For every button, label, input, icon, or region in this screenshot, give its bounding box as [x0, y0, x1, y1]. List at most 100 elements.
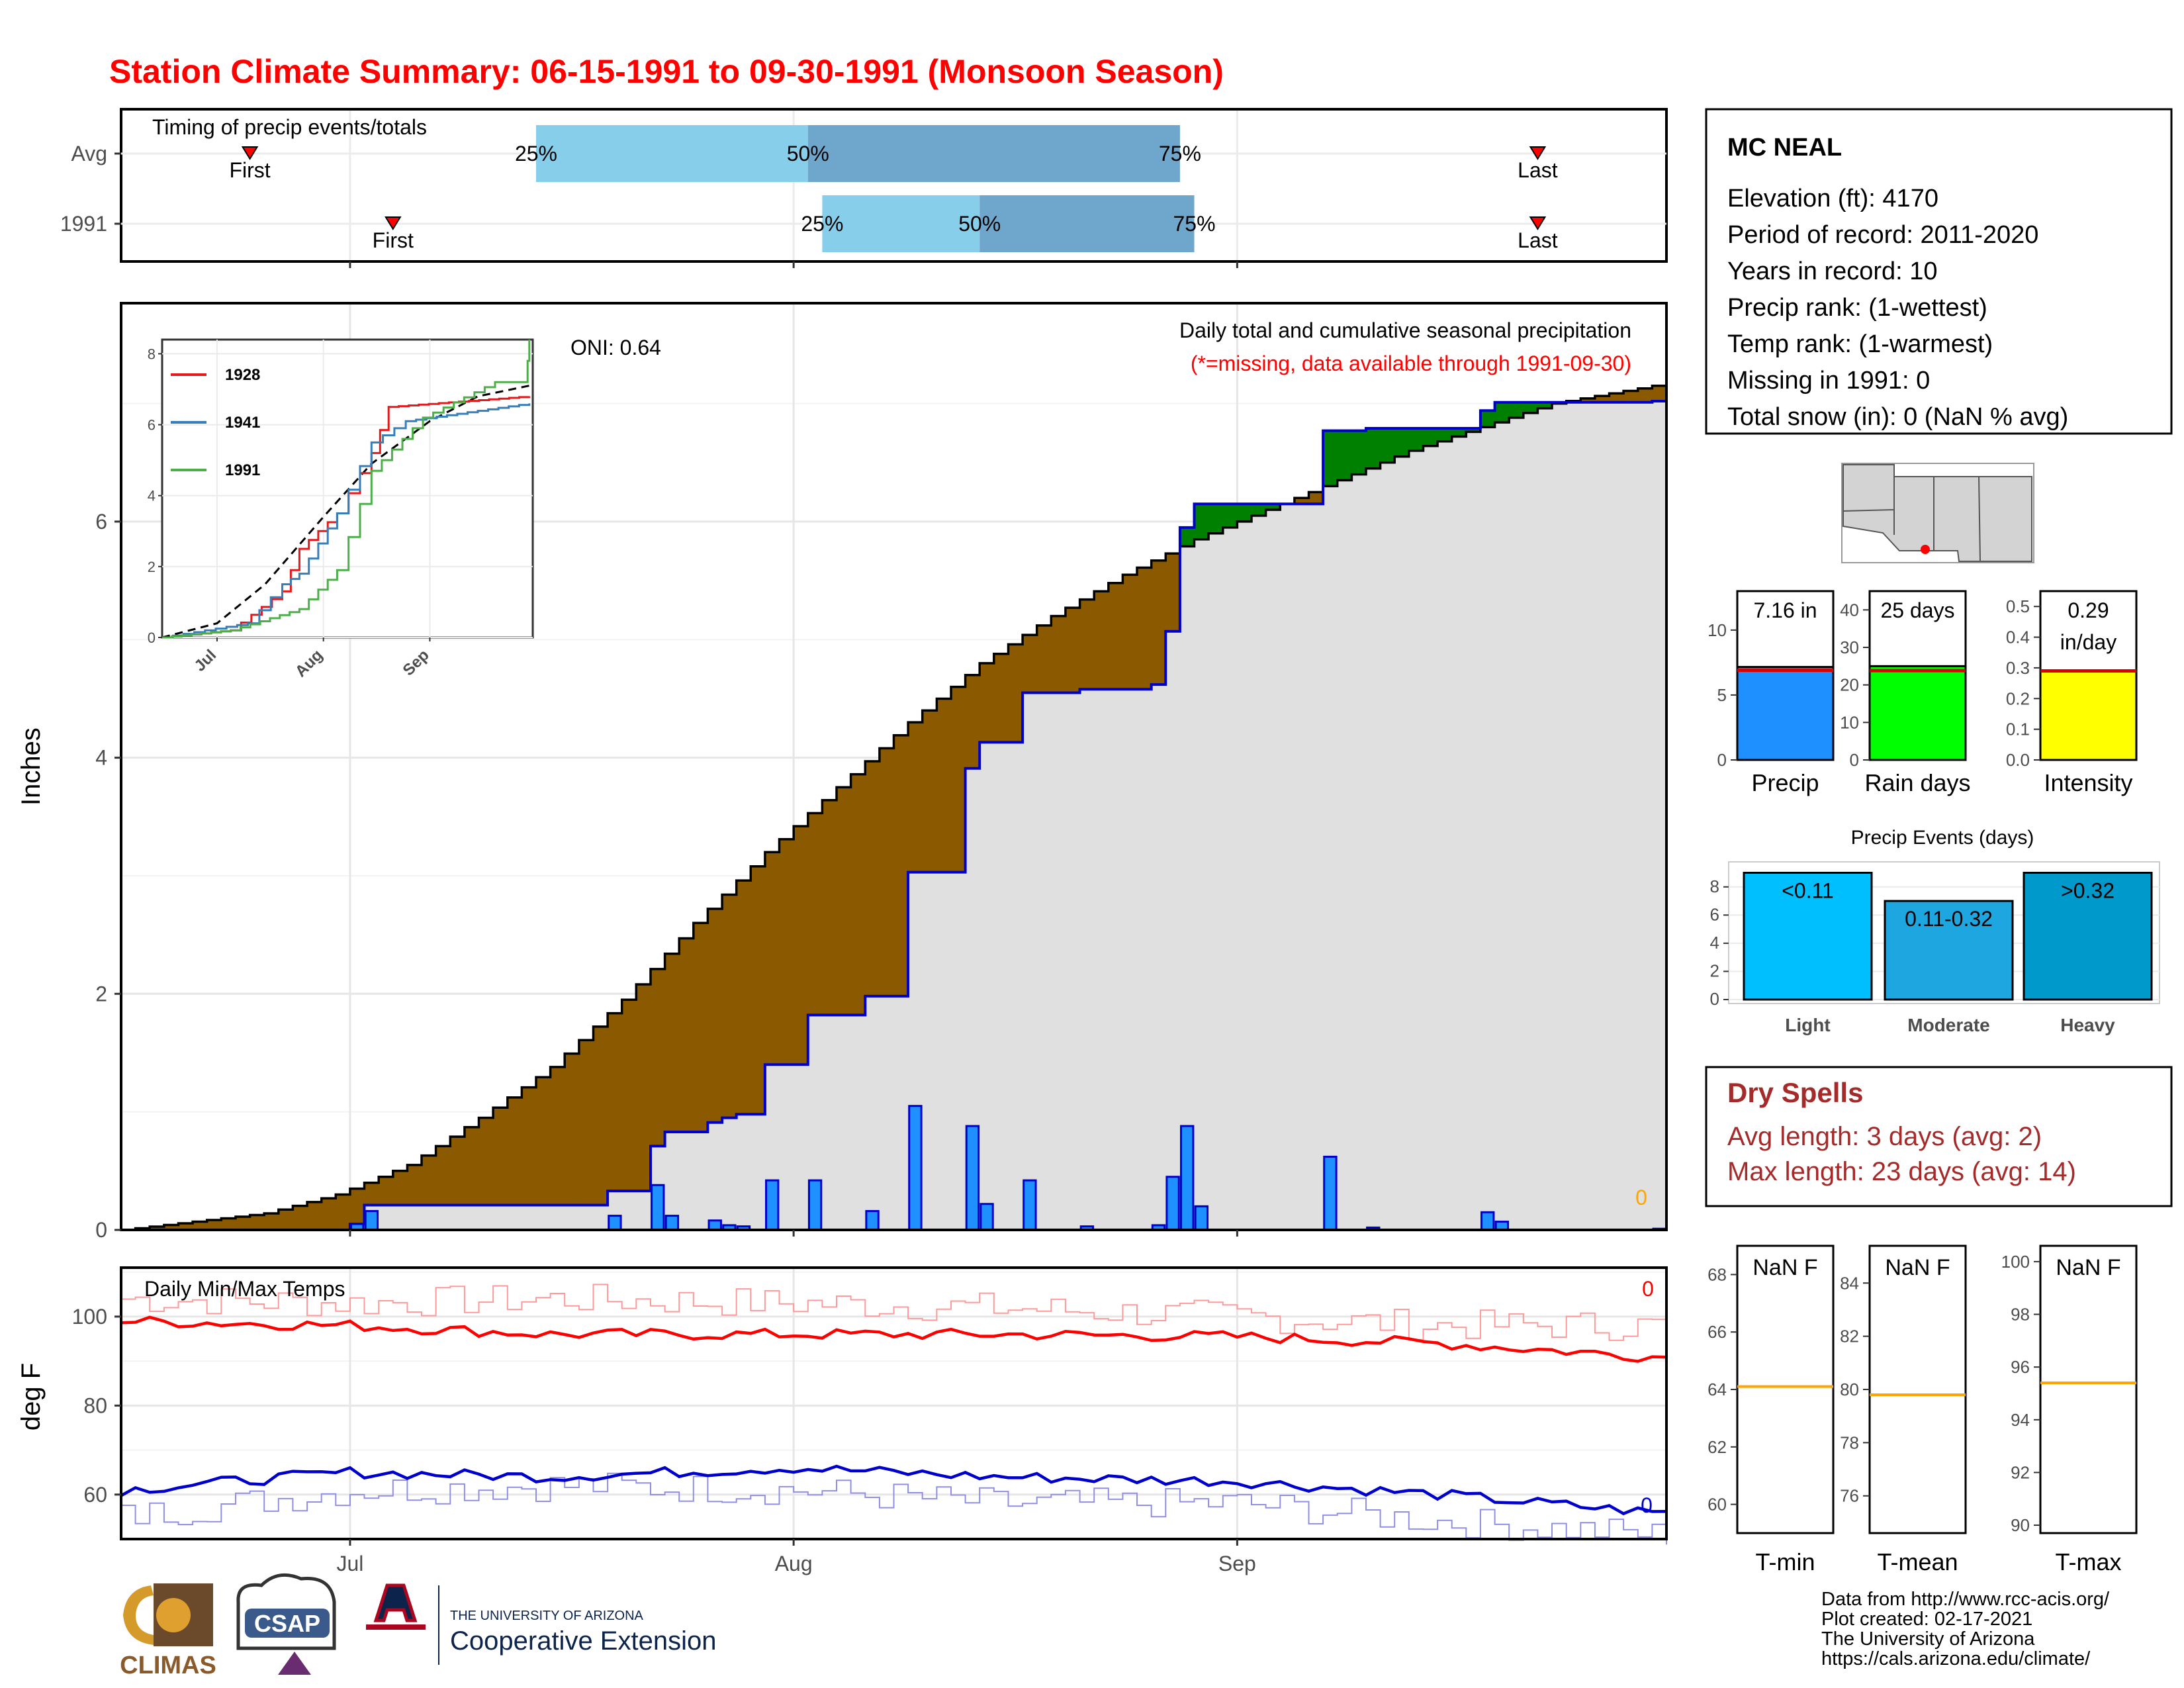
tmax-average-line: [120, 1315, 1667, 1363]
last-event-label: Last: [1518, 158, 1558, 182]
dry-frame: [1705, 1066, 2173, 1207]
climas-sun: [156, 1598, 191, 1632]
temp-panel: 60 80 100 Jul Aug Sep deg F Daily Min/Max Te…: [17, 1266, 1668, 1575]
deficit-segment: [321, 1198, 336, 1230]
timing-bar-25-50: [822, 195, 980, 252]
surplus-segment: [1423, 428, 1438, 446]
climas-wordmark: CLIMAS: [120, 1652, 216, 1679]
events-tick-label: 2: [1710, 961, 1719, 980]
ua-a-bar: [366, 1624, 426, 1630]
ua-small-text: THE UNIVERSITY OF ARIZONA: [450, 1609, 644, 1623]
timing-rows: Avg 25% 50% 75% First Last 1991 25% 50% 75% First L…: [60, 125, 1666, 252]
timing-q50-label: 50%: [787, 142, 829, 165]
summary-bar-fill: [2039, 670, 2138, 761]
daily-precip-bar: [707, 1219, 722, 1231]
temp-x-ticks: Jul Aug Sep: [336, 1539, 1256, 1575]
summary-bar-value-label: 25 days: [1880, 598, 1954, 622]
daily-precip-bar: [965, 1125, 980, 1231]
dry-max-length: Max length: 23 days (avg: 14): [1727, 1157, 2076, 1186]
deficit-segment: [807, 813, 823, 1015]
daily-precip-bar: [364, 1209, 379, 1231]
deficit-segment: [1036, 625, 1052, 693]
map-region-shape: [1843, 464, 2032, 562]
main-areas: [121, 385, 1667, 1231]
deficit-segment: [1623, 391, 1639, 402]
temp-y-tick-label: 80: [83, 1393, 107, 1417]
timing-bar-50-75: [979, 195, 1195, 252]
temp-bar-tick-label: 60: [1707, 1495, 1727, 1515]
deficit-segment: [621, 1000, 637, 1192]
surplus-segment: [1265, 504, 1281, 510]
timing-title: Timing of precip events/totals: [152, 115, 427, 139]
summary-bar-tick-label: 0: [1850, 750, 1859, 770]
daily-precip-bar: [651, 1184, 665, 1231]
deficit-segment: [1637, 388, 1653, 402]
deficit-segment: [722, 894, 737, 1118]
deficit-segment: [422, 1155, 437, 1205]
logos: CLIMAS CSAP THE UNIVERSITY OF ARIZONA Co…: [120, 1573, 716, 1679]
timing-q75-label: 75%: [1173, 212, 1216, 236]
missing-count: 0: [1635, 1186, 1647, 1209]
deficit-segment: [1151, 560, 1166, 685]
temp-bar-tick-label: 100: [2001, 1252, 2030, 1272]
timing-bar-50-75: [807, 125, 1180, 182]
map-state-borders: [1843, 476, 1981, 562]
deficit-segment: [965, 675, 980, 769]
precip-events-panel: Precip Events (days) 0 2 4 6 8 <0.11 Light 0.11-…: [1710, 827, 2160, 1035]
deficit-segment: [349, 1188, 365, 1225]
daily-precip-bar: [1023, 1179, 1037, 1231]
deficit-segment: [150, 1227, 165, 1230]
deficit-segment: [650, 968, 666, 1147]
events-bar-label: <0.11: [1782, 879, 1834, 903]
temp-bar-frame: [1868, 1244, 1967, 1534]
deficit-segment: [979, 663, 995, 743]
daily-precip-bar: [608, 1215, 622, 1231]
deficit-segment: [865, 761, 880, 996]
deficit-segment: [764, 852, 780, 1065]
temp-bar-frame: [2039, 1244, 2138, 1534]
deficit-segment: [193, 1221, 208, 1230]
events-title: Precip Events (days): [1851, 827, 2034, 849]
station-info-line: Precip rank: (1-wettest): [1727, 294, 1987, 322]
deficit-segment: [922, 710, 937, 872]
station-location-marker: [1921, 545, 1930, 554]
summary-bar-category: Intensity: [2044, 769, 2132, 796]
summary-bar-tick-label: 10: [1840, 712, 1859, 732]
temp-y-label: deg F: [17, 1363, 46, 1430]
deficit-segment: [679, 938, 694, 1132]
deficit-segment: [293, 1205, 308, 1230]
ua-large-text: Cooperative Extension: [450, 1626, 716, 1656]
temp-bar-category: T-max: [2055, 1548, 2121, 1575]
temp-bar-value-label: NaN F: [2056, 1255, 2120, 1280]
temp-bar-t-max: NaN F 90 92 94 96 98 100 T-max: [2001, 1244, 2138, 1575]
climas-logo: CLIMAS: [120, 1583, 216, 1679]
temp-y-ticks: 60 80 100: [72, 1305, 121, 1507]
deficit-segment: [1023, 635, 1038, 693]
summary-bar-value-label: in/day: [2060, 630, 2116, 654]
tmin-1991-line: [121, 1472, 1667, 1545]
temp-bar-tick-label: 68: [1707, 1264, 1727, 1284]
surplus-segment: [1251, 504, 1267, 516]
summary-bar-category: Rain days: [1864, 769, 1970, 796]
dry-spells-box: Dry Spells Avg length: 3 days (avg: 2) M…: [1705, 1066, 2173, 1207]
main-y-ticks: 0 2 4 6: [95, 510, 1238, 1242]
timing-row-label: Avg: [71, 142, 107, 165]
deficit-segment: [593, 1026, 608, 1205]
surplus-segment: [1523, 402, 1539, 413]
missing-note: (*=missing, data available through 1991-…: [1191, 352, 1631, 375]
inset-y-tick-label: 8: [148, 346, 156, 362]
temp-frame: [120, 1266, 1668, 1540]
precip-main-panel: 0 2 4 6 Inches ONI: 0.64 Daily total and cu…: [17, 302, 1668, 1242]
daily-precip-bar: [1194, 1205, 1209, 1231]
deficit-segment: [664, 953, 680, 1132]
deficit-segment: [837, 787, 852, 1015]
inset-y-tick-label: 2: [148, 559, 156, 575]
summary-bar-value-label: 0.29: [2068, 598, 2109, 622]
deficit-segment: [1051, 616, 1066, 693]
temp-lines: [120, 1284, 1667, 1545]
location-map: [1841, 463, 2034, 563]
station-info-line: Years in record: 10: [1727, 258, 1938, 285]
first-event-label: First: [229, 158, 270, 182]
temp-bar-tick-label: 92: [2011, 1462, 2030, 1482]
csap-label-bg: [245, 1609, 330, 1638]
